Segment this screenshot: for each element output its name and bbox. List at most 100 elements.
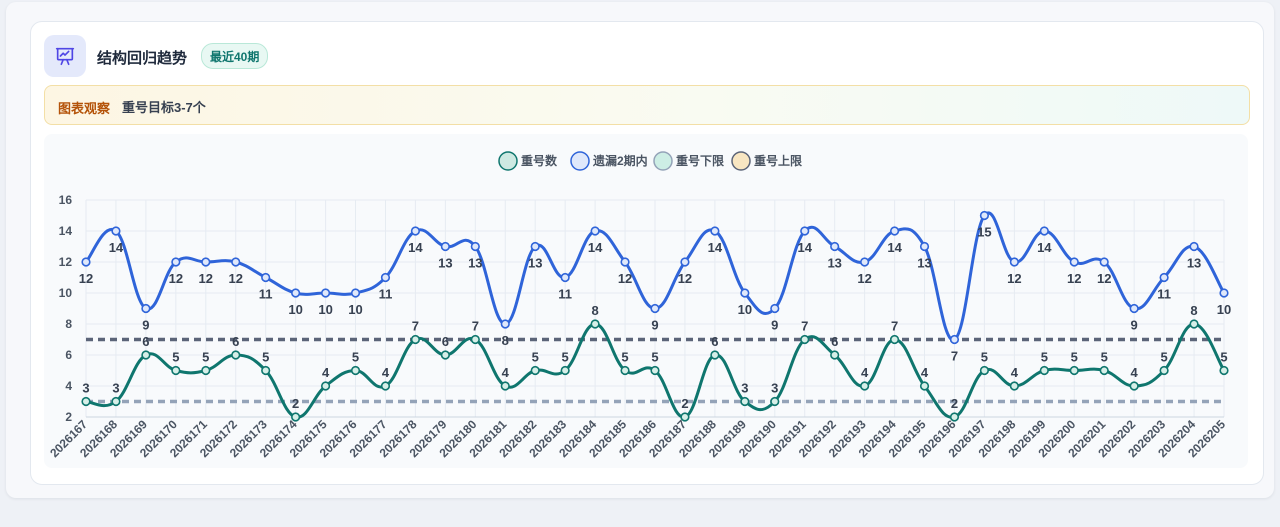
- repeat-series-point: [620, 365, 630, 376]
- repeat-data-label: 7: [891, 319, 898, 334]
- missed-data-label: 11: [379, 287, 393, 302]
- missed-data-label: 12: [1007, 271, 1021, 286]
- repeat-data-label: 4: [861, 365, 869, 380]
- missed-data-label: 14: [109, 240, 124, 255]
- card-title: 结构回归趋势: [97, 50, 188, 67]
- repeat-series-point: [320, 381, 331, 391]
- missed-data-label: 10: [318, 302, 332, 317]
- repeat-series-point: [590, 319, 600, 329]
- missed-series-point: [1039, 226, 1049, 236]
- y-tick-label: 14: [59, 224, 73, 238]
- missed-data-label: 14: [408, 240, 423, 255]
- missed-series-point: [81, 257, 91, 267]
- y-tick-label: 8: [65, 317, 72, 331]
- missed-series-point: [979, 210, 990, 221]
- repeat-series-point: [500, 381, 510, 391]
- y-tick-label: 2: [65, 410, 72, 424]
- repeat-series-point: [261, 365, 271, 376]
- repeat-series-point: [1099, 365, 1109, 376]
- repeat-data-label: 3: [82, 381, 89, 396]
- missed-data-label: 14: [588, 240, 603, 255]
- repeat-series-point: [201, 365, 211, 376]
- missed-data-label: 12: [678, 271, 692, 286]
- repeat-series-point: [231, 350, 241, 360]
- repeat-series-point: [81, 396, 91, 407]
- repeat-data-label: 5: [1160, 350, 1167, 365]
- period-badge: 最近40期: [201, 43, 269, 69]
- presentation-chart-icon: [44, 35, 86, 77]
- repeat-series-point: [770, 396, 780, 407]
- repeat-data-label: 8: [591, 303, 598, 318]
- repeat-data-label: 4: [322, 365, 330, 380]
- missed-series-point: [530, 241, 540, 252]
- repeat-data-label: 4: [921, 365, 929, 380]
- missed-series-point: [470, 241, 480, 252]
- repeat-data-label: 6: [142, 334, 149, 349]
- missed-data-label: 13: [917, 256, 931, 271]
- repeat-series-point: [291, 412, 301, 422]
- repeat-data-label: 5: [562, 350, 569, 365]
- trend-chart: 2468101214162026167202616820261692026170…: [47, 151, 1231, 460]
- repeat-data-label: 7: [412, 319, 419, 334]
- repeat-series-point: [710, 350, 720, 360]
- missed-data-label: 14: [1037, 240, 1052, 255]
- repeat-series-point: [171, 365, 181, 376]
- missed-data-label: 10: [1217, 302, 1231, 317]
- repeat-data-label: 5: [1041, 350, 1048, 365]
- repeat-data-label: 3: [112, 381, 119, 396]
- missed-series-point: [1099, 257, 1109, 267]
- missed-data-label: 11: [558, 287, 572, 302]
- repeat-data-label: 5: [1071, 350, 1078, 365]
- missed-data-label: 11: [259, 287, 273, 302]
- repeat-data-label: 6: [831, 334, 838, 349]
- legend-upper-label: 重号上限: [754, 153, 802, 168]
- missed-series-point: [440, 241, 450, 252]
- legend-repeat-label: 重号数: [521, 153, 558, 168]
- missed-series-point: [410, 226, 421, 236]
- missed-series-point: [320, 288, 331, 298]
- missed-series-point: [1129, 303, 1139, 314]
- repeat-data-label: 4: [1011, 365, 1019, 380]
- missed-data-label: 12: [199, 271, 213, 286]
- missed-data-label: 13: [1187, 256, 1201, 271]
- repeat-series-point: [111, 396, 121, 407]
- missed-data-label: 10: [738, 302, 752, 317]
- missed-series-point: [650, 303, 660, 314]
- repeat-series-point: [1039, 365, 1049, 376]
- missed-series-point: [949, 334, 960, 345]
- repeat-data-label: 5: [981, 350, 988, 365]
- missed-data-label: 12: [169, 271, 183, 286]
- y-tick-label: 10: [59, 286, 73, 300]
- repeat-series-point: [740, 396, 750, 407]
- repeat-data-label: 4: [382, 365, 390, 380]
- repeat-series-point: [979, 365, 990, 376]
- repeat-series-point: [680, 412, 690, 422]
- y-tick-label: 4: [65, 379, 72, 393]
- repeat-data-label: 4: [502, 365, 510, 380]
- y-tick-label: 6: [65, 348, 72, 362]
- repeat-series-point: [470, 334, 480, 345]
- repeat-data-label: 5: [202, 350, 209, 365]
- missed-data-label: 10: [288, 302, 302, 317]
- repeat-data-label: 5: [352, 350, 359, 365]
- missed-data-label: 9: [142, 318, 149, 333]
- repeat-data-label: 5: [532, 350, 539, 365]
- repeat-data-label: 5: [1220, 350, 1227, 365]
- repeat-series-point: [1219, 365, 1229, 376]
- missed-data-label: 9: [651, 318, 658, 333]
- repeat-series-point: [530, 365, 540, 376]
- missed-series-point: [590, 226, 600, 236]
- repeat-series-point: [800, 334, 810, 345]
- missed-series-point: [171, 257, 181, 267]
- missed-series-point: [620, 257, 630, 267]
- repeat-data-label: 7: [801, 319, 808, 334]
- repeat-series-point: [560, 365, 570, 376]
- repeat-data-label: 2: [681, 396, 688, 411]
- repeat-data-label: 6: [711, 334, 718, 349]
- missed-series-point: [740, 288, 750, 298]
- missed-data-label: 12: [857, 271, 871, 286]
- missed-series-point: [231, 257, 241, 267]
- missed-data-label: 13: [528, 256, 542, 271]
- missed-data-label: 14: [708, 240, 723, 255]
- missed-series-point: [889, 226, 900, 236]
